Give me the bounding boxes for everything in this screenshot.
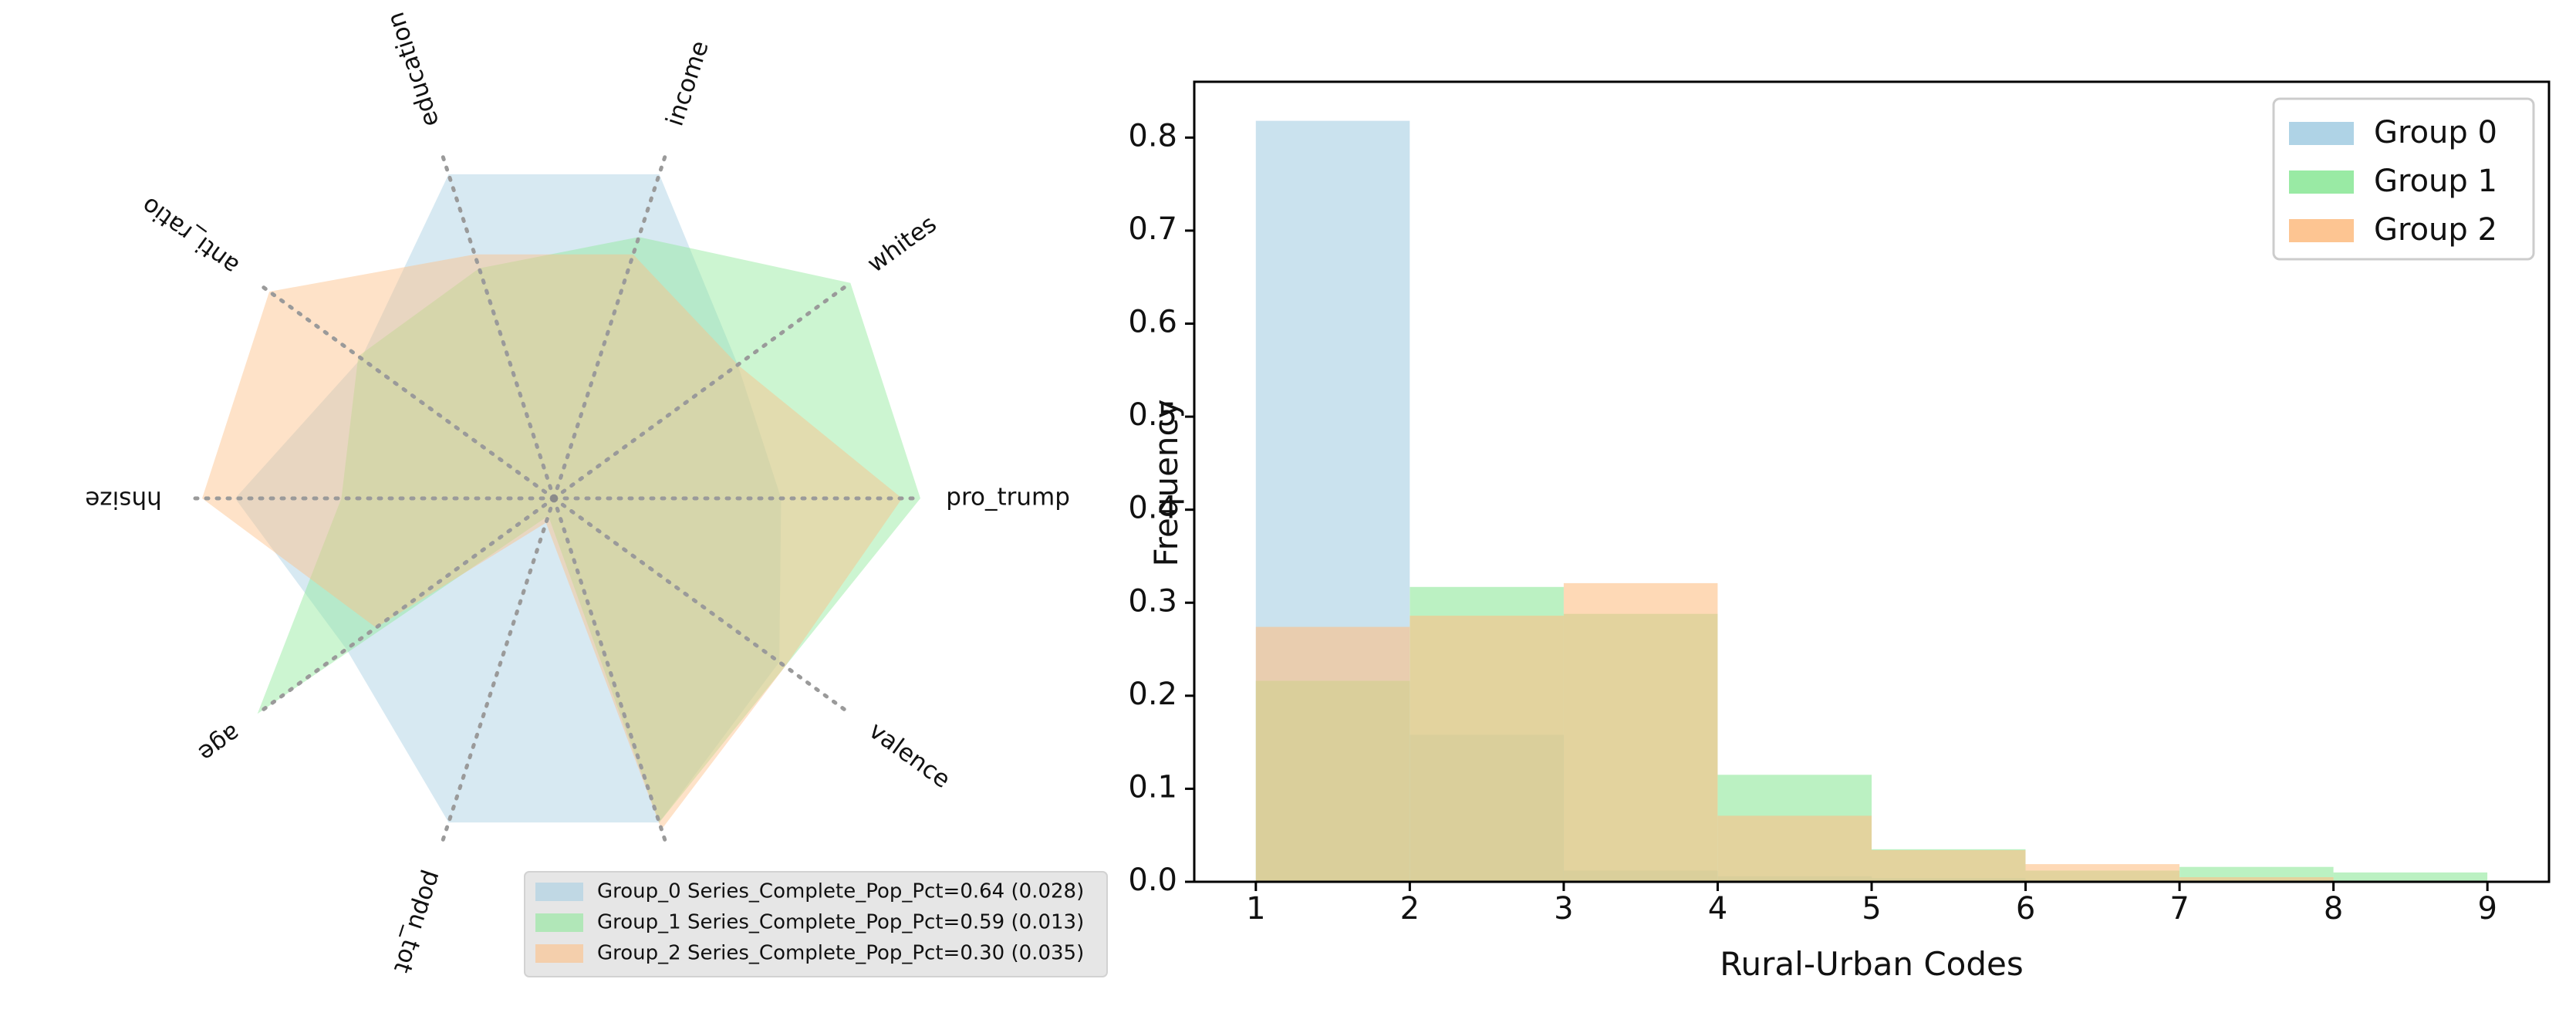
- hist-ytick-label-0-7: 0.7: [1128, 211, 1177, 247]
- hist-bar-group-2-bin-2: [1410, 616, 1564, 882]
- radar-legend-swatch-group-0: [535, 883, 583, 901]
- radar-legend: Group_0 Series_Complete_Pop_Pct=0.64 (0.…: [524, 871, 1108, 977]
- hist-legend-swatch-group-1: [2289, 170, 2354, 194]
- hist-ytick-label-0-0: 0.0: [1128, 863, 1177, 898]
- radar-spoke-anti-ratio: [255, 281, 556, 501]
- radar-axis-label-age: age: [193, 718, 245, 767]
- hist-ytick-label-0-5: 0.5: [1128, 397, 1177, 433]
- radar-legend-label-group-2: Group_2 Series_Complete_Pop_Pct=0.30 (0.…: [597, 942, 1084, 965]
- hist-bar-group-2-bin-7: [2179, 877, 2334, 882]
- hist-bar-group-2-bin-3: [1563, 582, 1718, 882]
- hist-bar-group-2-bin-6: [2025, 864, 2179, 882]
- radar-axis-label-education: education: [382, 8, 445, 130]
- hist-legend-label-group-1: Group 1: [2374, 164, 2497, 199]
- radar-chart: pro_trump whites income education anti_ratio…: [85, 8, 1070, 976]
- radar-axis-label-popu-tot: popu_tot: [388, 867, 447, 976]
- hist-legend: Group 0 Group 1 Group 2: [2272, 97, 2535, 261]
- radar-axis-label-whites: whites: [863, 210, 942, 278]
- histogram-chart: 1 2 3 4 5 6 7 8 9 0.0 0.1 0.2 0.3 0.4 0.5 0.6 0.7 0.8 Rura…: [1128, 80, 2551, 983]
- hist-xtick-label-3: 3: [1554, 891, 1573, 927]
- radar-legend-swatch-group-1: [535, 913, 583, 932]
- radar-legend-swatch-group-2: [535, 944, 583, 963]
- hist-bar-group-2-bin-5: [1872, 850, 2026, 882]
- hist-ytick-label-0-3: 0.3: [1128, 583, 1177, 619]
- radar-legend-label-group-0: Group_0 Series_Complete_Pop_Pct=0.64 (0.…: [597, 880, 1084, 903]
- radar-spoke-valence: [552, 496, 852, 716]
- radar-spoke-education: [438, 147, 556, 501]
- hist-ytick-label-0-6: 0.6: [1128, 305, 1177, 340]
- hist-bar-group-1-bin-8: [2333, 872, 2488, 882]
- hist-xtick-label-8: 8: [2324, 891, 2343, 927]
- radar-center-dot: [550, 495, 558, 502]
- hist-xtick-label-7: 7: [2169, 891, 2189, 927]
- radar-axis-label-valence: valence: [864, 717, 956, 794]
- radar-spoke-age: [255, 496, 556, 716]
- hist-legend-swatch-group-2: [2289, 219, 2354, 242]
- hist-legend-swatch-group-0: [2289, 122, 2354, 145]
- radar-spoke-income: [552, 147, 670, 501]
- radar-spoke-whites: [552, 281, 852, 501]
- hist-ylabel: Frequency: [1147, 400, 1185, 567]
- hist-ytick-label-0-8: 0.8: [1128, 118, 1177, 154]
- hist-series-group-2: [1255, 582, 2334, 882]
- radar-axis-label-anti-ratio: anti_ratio: [137, 191, 245, 280]
- radar-series-group-2: [202, 254, 903, 830]
- hist-bar-group-2-bin-4: [1717, 815, 1872, 882]
- radar-legend-frame: [524, 871, 1108, 977]
- hist-xtick-label-5: 5: [1862, 891, 1881, 927]
- radar-axis-label-income: income: [661, 38, 714, 130]
- hist-xtick-label-4: 4: [1708, 891, 1727, 927]
- hist-xlabel: Rural-Urban Codes: [1720, 945, 2024, 983]
- radar-spoke-popu-tot: [438, 496, 556, 849]
- radar-legend-label-group-1: Group_1 Series_Complete_Pop_Pct=0.59 (0.…: [597, 911, 1084, 934]
- radar-series-group-1: [257, 237, 920, 823]
- hist-bar-group-2-bin-1: [1255, 626, 1410, 882]
- hist-legend-label-group-0: Group 0: [2374, 115, 2497, 150]
- hist-ytick-label-0-2: 0.2: [1128, 677, 1177, 712]
- hist-xtick-label-9: 9: [2477, 891, 2497, 927]
- radar-axis-label-pro-trump: pro_trump: [946, 484, 1070, 511]
- hist-ytick-label-0-1: 0.1: [1128, 769, 1177, 805]
- hist-xtick-label-1: 1: [1246, 891, 1265, 927]
- hist-ytick-label-0-4: 0.4: [1128, 491, 1177, 526]
- hist-xtick-label-2: 2: [1400, 891, 1420, 927]
- radar-spoke-arousal: [552, 496, 670, 849]
- radar-axis-label-hhsize: hhsize: [85, 486, 161, 514]
- hist-legend-label-group-2: Group 2: [2374, 212, 2497, 248]
- hist-xtick-label-6: 6: [2016, 891, 2035, 927]
